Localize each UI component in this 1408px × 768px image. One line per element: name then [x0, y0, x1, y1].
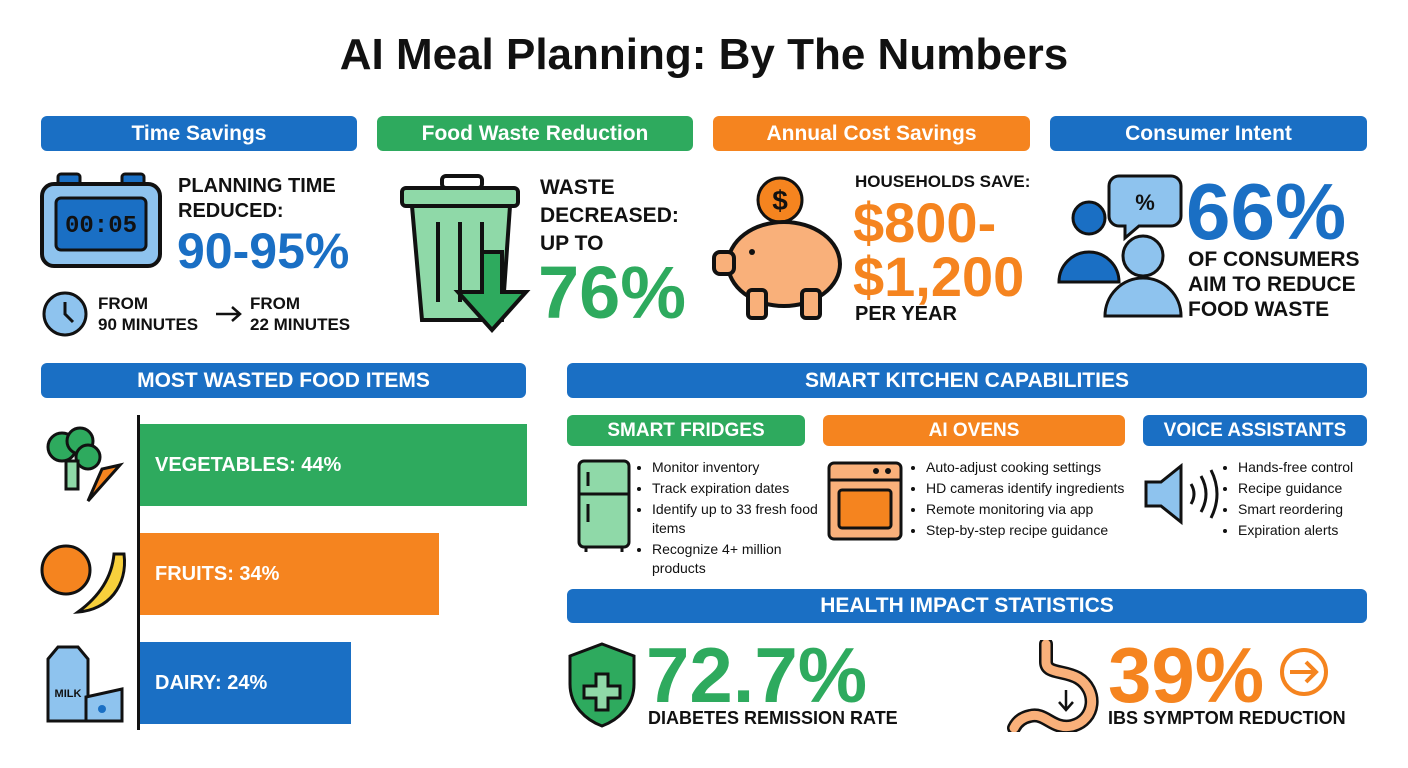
group-header: AI OVENS — [823, 415, 1125, 446]
oven-icon — [827, 461, 903, 541]
stat-caption: DIABETES REMISSION RATE — [648, 708, 898, 728]
fruits-icon — [40, 544, 126, 614]
fridge-icon — [577, 459, 631, 552]
axis-line — [137, 415, 140, 730]
list-item: Recognize 4+ million products — [652, 540, 822, 578]
bar: FRUITS: 34% — [140, 533, 440, 615]
stat: 72.7% — [646, 631, 868, 719]
from-time: FROM 90 MINUTES — [98, 293, 198, 335]
arrow-icon — [1280, 648, 1328, 696]
stat: $800- $1,200 — [853, 191, 1025, 308]
svg-text:$: $ — [772, 185, 788, 216]
feature-list: Auto-adjust cooking settings HD cameras i… — [914, 458, 1141, 542]
feature-list: Hands-free control Recipe guidance Smart r… — [1226, 458, 1378, 542]
card-header: Time Savings — [41, 116, 357, 151]
text: FOOD WASTE — [1188, 298, 1330, 321]
text: $800- — [853, 191, 997, 254]
text: PLANNING TIME — [178, 175, 336, 197]
timer-icon: 00:05 — [40, 172, 162, 268]
text: AIM TO REDUCE — [1188, 273, 1356, 296]
list-item: Recipe guidance — [1238, 479, 1378, 498]
stat-caption: OF CONSUMERS AIM TO REDUCE FOOD WASTE — [1188, 247, 1360, 322]
text: DECREASED: — [540, 204, 679, 227]
text: FROM — [250, 294, 301, 313]
card-header: Annual Cost Savings — [713, 116, 1030, 151]
stat-caption: HOUSEHOLDS SAVE: — [855, 172, 1031, 191]
piggy-icon: $ — [712, 176, 842, 320]
list-item: Step-by-step recipe guidance — [926, 521, 1141, 540]
group-header: SMART FRIDGES — [567, 415, 805, 446]
svg-text:MILK: MILK — [55, 688, 82, 700]
vegetables-icon — [46, 426, 125, 502]
stat-caption: PLANNING TIME REDUCED: — [178, 174, 336, 224]
bar-label: DAIRY: 24% — [155, 671, 268, 694]
speaker-icon — [1144, 462, 1219, 526]
section-header: MOST WASTED FOOD ITEMS — [41, 363, 526, 398]
list-item: Expiration alerts — [1238, 521, 1378, 540]
stat-caption: IBS SYMPTOM REDUCTION — [1108, 708, 1346, 728]
section-header: HEALTH IMPACT STATISTICS — [567, 589, 1367, 623]
list-item: Track expiration dates — [652, 479, 822, 498]
stat: 90-95% — [177, 223, 350, 279]
text: OF CONSUMERS — [1188, 248, 1360, 271]
card-header: Consumer Intent — [1050, 116, 1367, 151]
bar: DAIRY: 24% — [140, 642, 352, 724]
people-icon: % — [1057, 174, 1183, 318]
list-item: Smart reordering — [1238, 500, 1378, 519]
arrow — [216, 306, 242, 322]
text: WASTE — [540, 176, 615, 199]
bar: VEGETABLES: 44% — [140, 424, 528, 506]
stat: 76% — [538, 251, 687, 334]
list-item: Monitor inventory — [652, 458, 822, 477]
svg-text:%: % — [1135, 190, 1155, 215]
bar-label: FRUITS: 34% — [155, 562, 280, 585]
stat-footer: PER YEAR — [855, 303, 957, 325]
stat: 39% — [1108, 631, 1265, 719]
dairy-icon: MILK — [46, 645, 124, 723]
svg-text:00:05: 00:05 — [65, 213, 137, 240]
list-item: Hands-free control — [1238, 458, 1378, 477]
to-time: FROM 22 MINUTES — [250, 293, 350, 335]
section-header: SMART KITCHEN CAPABILITIES — [567, 363, 1367, 398]
bar-label: VEGETABLES: 44% — [155, 453, 342, 476]
list-item: HD cameras identify ingredients — [926, 479, 1141, 498]
card-header: Food Waste Reduction — [377, 116, 693, 151]
text: 90 MINUTES — [98, 315, 199, 334]
feature-list: Monitor inventory Track expiration dates I… — [640, 458, 822, 580]
text: $1,200 — [853, 245, 1025, 308]
list-item: Identify up to 33 fresh food items — [652, 500, 822, 538]
shield-icon — [568, 642, 636, 728]
title: AI Meal Planning: By The Numbers — [339, 30, 1069, 79]
stat: 66% — [1186, 167, 1347, 256]
trash-icon — [400, 174, 531, 333]
stat-caption: WASTE DECREASED: UP TO — [540, 174, 679, 258]
group-header: VOICE ASSISTANTS — [1143, 415, 1367, 446]
stomach-icon — [1007, 640, 1099, 732]
list-item: Auto-adjust cooking settings — [926, 458, 1141, 477]
text: 22 MINUTES — [250, 315, 351, 334]
list-item: Remote monitoring via app — [926, 500, 1141, 519]
clock-icon — [42, 291, 88, 337]
text: UP TO — [540, 232, 604, 255]
text: REDUCED: — [178, 200, 284, 222]
text: FROM — [98, 294, 149, 313]
